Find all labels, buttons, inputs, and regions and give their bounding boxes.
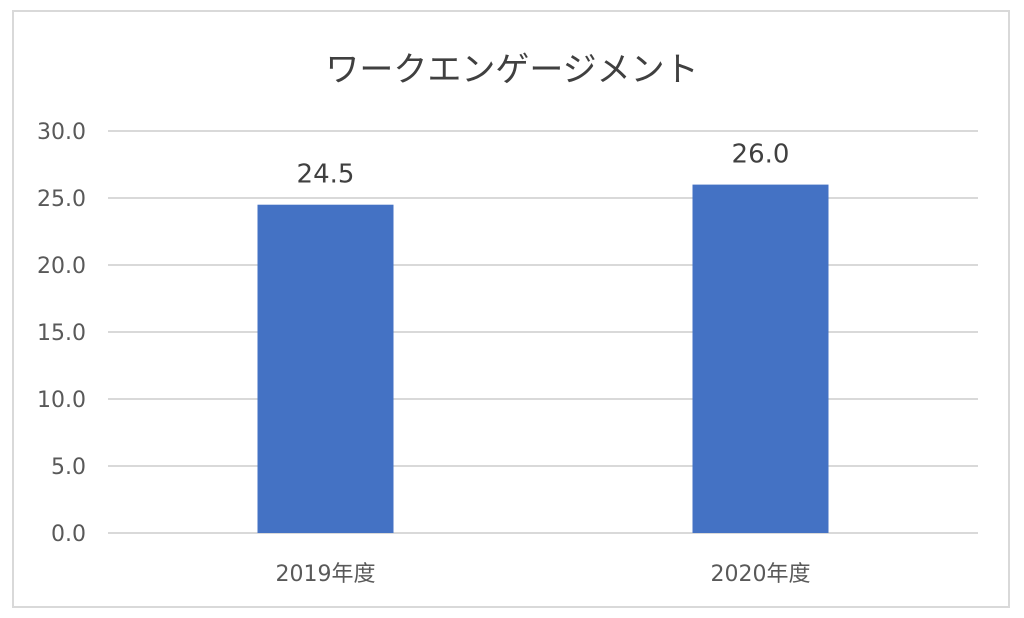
y-tick-label: 0.0 xyxy=(51,522,86,547)
bar xyxy=(692,184,829,533)
y-tick-label: 20.0 xyxy=(37,254,86,279)
y-tick-label: 15.0 xyxy=(37,321,86,346)
chart-frame xyxy=(12,10,1010,608)
data-label: 26.0 xyxy=(732,140,790,170)
data-label: 24.5 xyxy=(297,160,355,190)
x-tick-label: 2019年度 xyxy=(276,562,376,587)
bar xyxy=(257,204,394,533)
y-tick-label: 30.0 xyxy=(37,120,86,145)
y-tick-label: 25.0 xyxy=(37,187,86,212)
chart-title: ワークエンゲージメント xyxy=(325,50,699,90)
x-tick-label: 2020年度 xyxy=(711,562,811,587)
y-tick-label: 5.0 xyxy=(51,455,86,480)
y-tick-label: 10.0 xyxy=(37,388,86,413)
